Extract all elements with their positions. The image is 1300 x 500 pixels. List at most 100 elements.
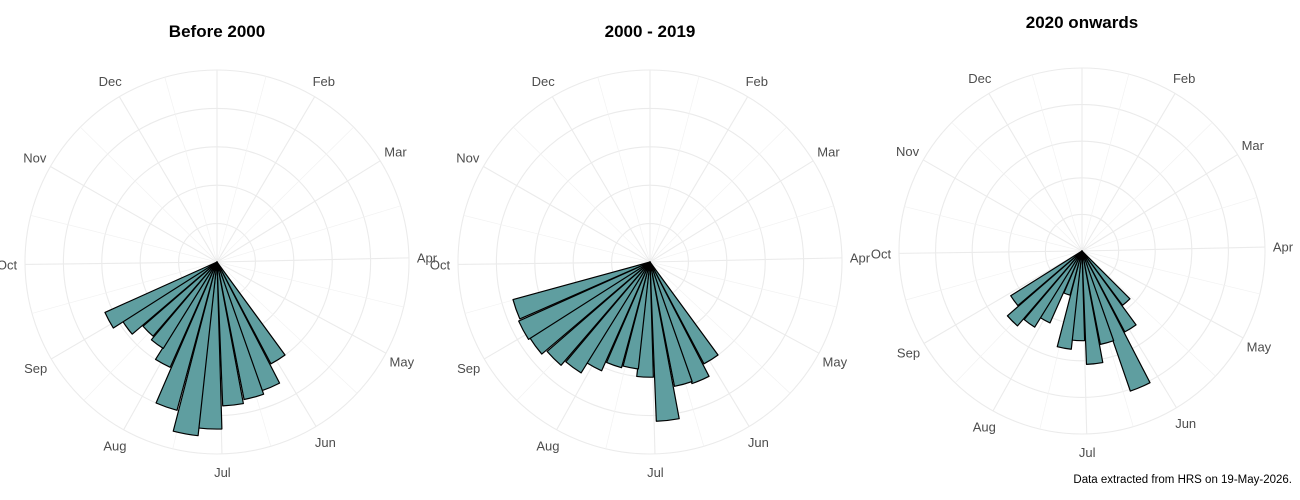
month-label: Jun [315, 435, 336, 450]
month-label: May [823, 355, 848, 370]
grid-spoke [649, 257, 842, 263]
grid-spoke [899, 250, 1083, 254]
month-label: Sep [24, 361, 47, 376]
month-label: Mar [384, 144, 407, 159]
grid-minor-spoke [649, 261, 791, 394]
grid-spoke [216, 261, 387, 354]
polar-bar [565, 261, 651, 374]
grid-spoke [216, 257, 409, 263]
grid-minor-spoke [951, 122, 1083, 252]
grid-minor-spoke [597, 77, 651, 263]
panel-title: 2000 - 2019 [605, 22, 696, 41]
month-label: Jul [1079, 445, 1096, 460]
polar-bar [216, 261, 265, 401]
grid-spoke [551, 96, 651, 263]
month-label: May [1247, 340, 1272, 355]
polar-bar [172, 261, 218, 437]
month-label: Nov [456, 151, 480, 166]
grid-minor-spoke [216, 205, 401, 263]
month-label: Apr [850, 251, 871, 266]
polar-bar [1006, 250, 1083, 327]
polar-bar [1081, 250, 1115, 345]
month-label: Feb [1173, 71, 1195, 86]
grid-minor-spoke [905, 250, 1083, 301]
polar-bar [216, 261, 286, 365]
month-label: Oct [871, 247, 892, 262]
polar-bar [1081, 250, 1131, 306]
month-label: Jun [1175, 416, 1196, 431]
grid-minor-spoke [1081, 250, 1216, 377]
grid-minor-spoke [649, 76, 700, 263]
month-label: Dec [99, 74, 123, 89]
polar-bar [1010, 250, 1083, 307]
grid-minor-spoke [513, 126, 651, 263]
grid-minor-spoke [31, 261, 218, 314]
grid-minor-spoke [216, 261, 404, 308]
polar-panel: Feb Mar Apr May Jun Jul Aug Sep Oct Nov Dec 2020 on… [871, 13, 1294, 460]
polar-bar [1081, 250, 1151, 392]
month-label: Feb [313, 74, 335, 89]
month-label: Jul [214, 465, 231, 480]
grid-spoke [923, 250, 1083, 344]
polar-bar [512, 261, 651, 320]
month-label: Mar [817, 144, 840, 159]
grid-spoke [1081, 250, 1244, 339]
grid-minor-spoke [30, 215, 218, 263]
grid-minor-spoke [1081, 197, 1258, 252]
grid-spoke [649, 160, 814, 263]
month-label: Apr [1273, 240, 1294, 255]
month-label: Sep [457, 361, 480, 376]
polar-bar [155, 261, 218, 411]
month-label: Aug [103, 439, 126, 454]
grid-minor-spoke [216, 126, 354, 263]
month-label: Apr [417, 251, 438, 266]
grid-minor-spoke [463, 215, 651, 263]
grid-minor-spoke [1081, 122, 1213, 252]
grid-minor-spoke [80, 126, 218, 263]
polar-bar [649, 261, 710, 385]
month-label: Oct [430, 258, 451, 273]
polar-bar [649, 261, 680, 422]
panel-title: 2020 onwards [1026, 13, 1138, 32]
grid-minor-spoke [1081, 250, 1260, 295]
grid-minor-spoke [649, 126, 787, 263]
grid-spoke [50, 166, 218, 263]
grid-minor-spoke [649, 261, 837, 308]
polar-bar [1023, 250, 1083, 328]
polar-bar [104, 261, 218, 329]
polar-panel: Feb Mar Apr May Jun Jul Aug Sep Oct Nov Dec 2000 - … [430, 22, 871, 480]
grid-spoke [1081, 93, 1176, 252]
grid-minor-spoke [649, 205, 834, 263]
polar-bar [1081, 250, 1104, 365]
month-label: Aug [536, 439, 559, 454]
grid-spoke [1081, 154, 1238, 252]
grid-minor-spoke [216, 76, 267, 263]
grid-spoke [216, 160, 381, 263]
grid-spoke [25, 261, 218, 266]
polar-bar [1081, 250, 1137, 333]
grid-spoke [458, 261, 651, 266]
polar-bar [150, 261, 218, 350]
month-label: Jul [647, 465, 664, 480]
polar-bar [518, 261, 651, 340]
grid-spoke [649, 96, 749, 263]
month-label: May [390, 355, 415, 370]
polar-bar [216, 261, 244, 407]
polar-panel: Feb Mar Apr May Jun Jul Aug Sep Oct Nov Dec Before … [0, 22, 438, 480]
polar-bar [605, 261, 651, 369]
grid-spoke [1081, 246, 1265, 252]
month-label: Dec [532, 74, 556, 89]
month-label: Aug [973, 420, 996, 435]
grid-spoke [988, 93, 1083, 252]
month-label: Feb [746, 74, 768, 89]
polar-bar [649, 261, 693, 387]
grid-minor-spoke [904, 206, 1083, 252]
grid-spoke [922, 159, 1083, 252]
data-source-caption: Data extracted from HRS on 19-May-2026. [1073, 474, 1292, 486]
grid-spoke [483, 166, 651, 263]
grid-minor-spoke [164, 77, 218, 263]
month-label: Oct [0, 258, 17, 273]
panel-title: Before 2000 [169, 22, 265, 41]
polar-bar [142, 261, 218, 337]
